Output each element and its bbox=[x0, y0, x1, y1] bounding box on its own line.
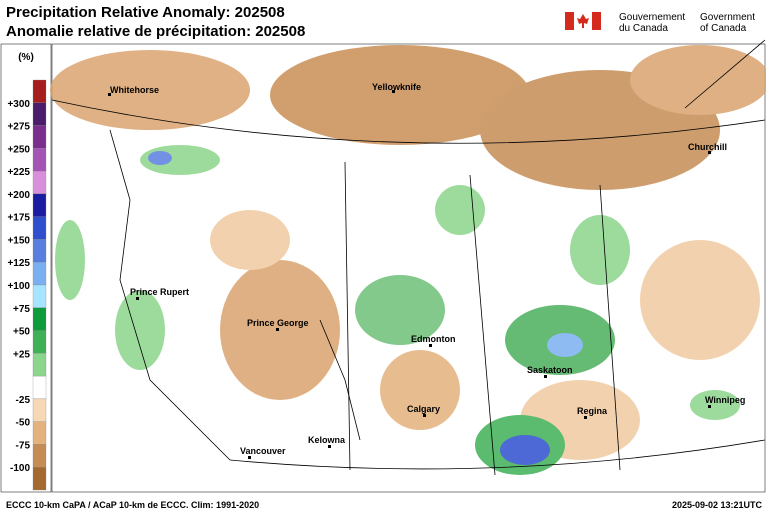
legend-swatch bbox=[32, 375, 47, 400]
title-fr: Anomalie relative de précipitation: 2025… bbox=[6, 23, 305, 40]
city-label: Kelowna bbox=[308, 435, 346, 445]
city-label: Yellowknife bbox=[372, 82, 421, 92]
legend-label: +225 bbox=[7, 167, 30, 178]
legend-label: +125 bbox=[7, 258, 30, 269]
legend-label: +100 bbox=[7, 281, 30, 292]
legend-unit: (%) bbox=[18, 52, 34, 63]
legend-swatch bbox=[32, 125, 47, 149]
title-en: Precipitation Relative Anomaly: 202508 bbox=[6, 4, 285, 21]
city-label: Whitehorse bbox=[110, 85, 159, 95]
footer-timestamp: 2025-09-02 13:21UTC bbox=[672, 500, 763, 510]
legend-swatch bbox=[32, 170, 47, 195]
city-label: Churchill bbox=[688, 142, 727, 152]
legend-swatch bbox=[32, 467, 47, 491]
city-label: Vancouver bbox=[240, 446, 286, 456]
gov-en-2: of Canada bbox=[700, 23, 747, 34]
legend-swatch bbox=[32, 216, 47, 240]
legend-label: -25 bbox=[16, 395, 31, 406]
city-markers bbox=[108, 90, 711, 459]
city-label: Prince Rupert bbox=[130, 287, 189, 297]
legend-swatch bbox=[32, 284, 47, 308]
legend: (%) +300 +275 +250 +225 +200 +175 +150 +125 +100… bbox=[0, 43, 52, 493]
city-label: Calgary bbox=[407, 404, 440, 414]
legend-swatch bbox=[32, 353, 47, 377]
legend-swatch bbox=[32, 102, 47, 126]
city-label: Saskatoon bbox=[527, 365, 573, 375]
legend-label: +75 bbox=[13, 304, 30, 315]
city-label: Regina bbox=[577, 406, 608, 416]
legend-label: +200 bbox=[7, 190, 30, 201]
city-label: Winnipeg bbox=[705, 395, 745, 405]
legend-swatch bbox=[32, 330, 47, 354]
legend-swatch bbox=[32, 79, 47, 103]
gov-fr-2: du Canada bbox=[619, 23, 668, 34]
gov-en-1: Government bbox=[700, 12, 755, 23]
legend-label: +175 bbox=[7, 213, 30, 224]
footer-source: ECCC 10-km CaPA / ACaP 10-km de ECCC. Cl… bbox=[6, 500, 259, 510]
legend-swatch bbox=[32, 262, 47, 286]
canada-flag bbox=[565, 12, 601, 30]
legend-label: +300 bbox=[7, 99, 30, 110]
legend-label: +250 bbox=[7, 144, 30, 155]
legend-swatch bbox=[32, 398, 47, 422]
legend-label: +150 bbox=[7, 235, 30, 246]
legend-label: -100 bbox=[10, 463, 30, 474]
legend-label: +275 bbox=[7, 122, 30, 133]
legend-label: +25 bbox=[13, 349, 30, 360]
legend-swatch bbox=[32, 239, 47, 263]
legend-swatch bbox=[32, 307, 47, 331]
city-label: Prince George bbox=[247, 318, 309, 328]
legend-swatch bbox=[32, 421, 47, 445]
gov-fr-1: Gouvernement bbox=[619, 12, 685, 23]
legend-swatch bbox=[32, 148, 47, 172]
legend-label: -50 bbox=[16, 418, 31, 429]
map: Whitehorse Yellowknife Churchill Prince … bbox=[50, 39, 766, 493]
city-label: Edmonton bbox=[411, 334, 456, 344]
legend-label: -75 bbox=[16, 440, 31, 451]
legend-swatch bbox=[32, 193, 47, 217]
legend-label: +50 bbox=[13, 327, 30, 338]
legend-swatch bbox=[32, 444, 47, 468]
